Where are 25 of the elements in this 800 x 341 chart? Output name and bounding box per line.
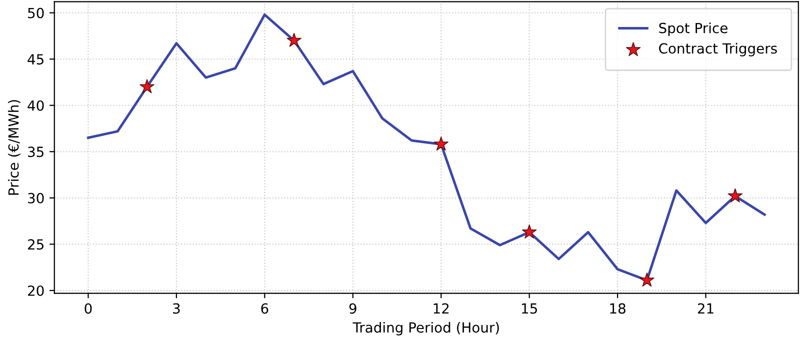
y-axis-title: Price (€/MWh) [8, 100, 20, 195]
x-tick-label: 21 [698, 303, 714, 314]
point [434, 136, 448, 151]
point [728, 188, 743, 202]
x-tick-label: 3 [173, 303, 180, 314]
y-tick-label: 30 [28, 192, 44, 204]
point [140, 79, 154, 94]
legend-label: Contract Triggers [659, 42, 777, 56]
y-tick-label: 50 [28, 8, 44, 18]
x-tick-label: 15 [522, 303, 537, 314]
x-tick-label: 6 [261, 303, 268, 314]
point [640, 272, 654, 287]
y-tick-label: 25 [28, 239, 44, 250]
x-tick-label: 12 [434, 303, 449, 314]
legend-label: Spot Price [659, 22, 728, 36]
point [522, 224, 537, 238]
y-tick-label: 20 [28, 285, 44, 296]
y-tick-label: 45 [28, 54, 44, 65]
x-tick-label: 0 [84, 303, 92, 314]
x-tick-label: 18 [610, 303, 626, 314]
y-tick-label: 35 [28, 146, 44, 158]
y-tick-label: 40 [28, 100, 44, 111]
point [286, 32, 302, 47]
x-tick-label: 9 [349, 303, 356, 314]
x-axis-title: Trading Period (Hour) [352, 322, 499, 336]
